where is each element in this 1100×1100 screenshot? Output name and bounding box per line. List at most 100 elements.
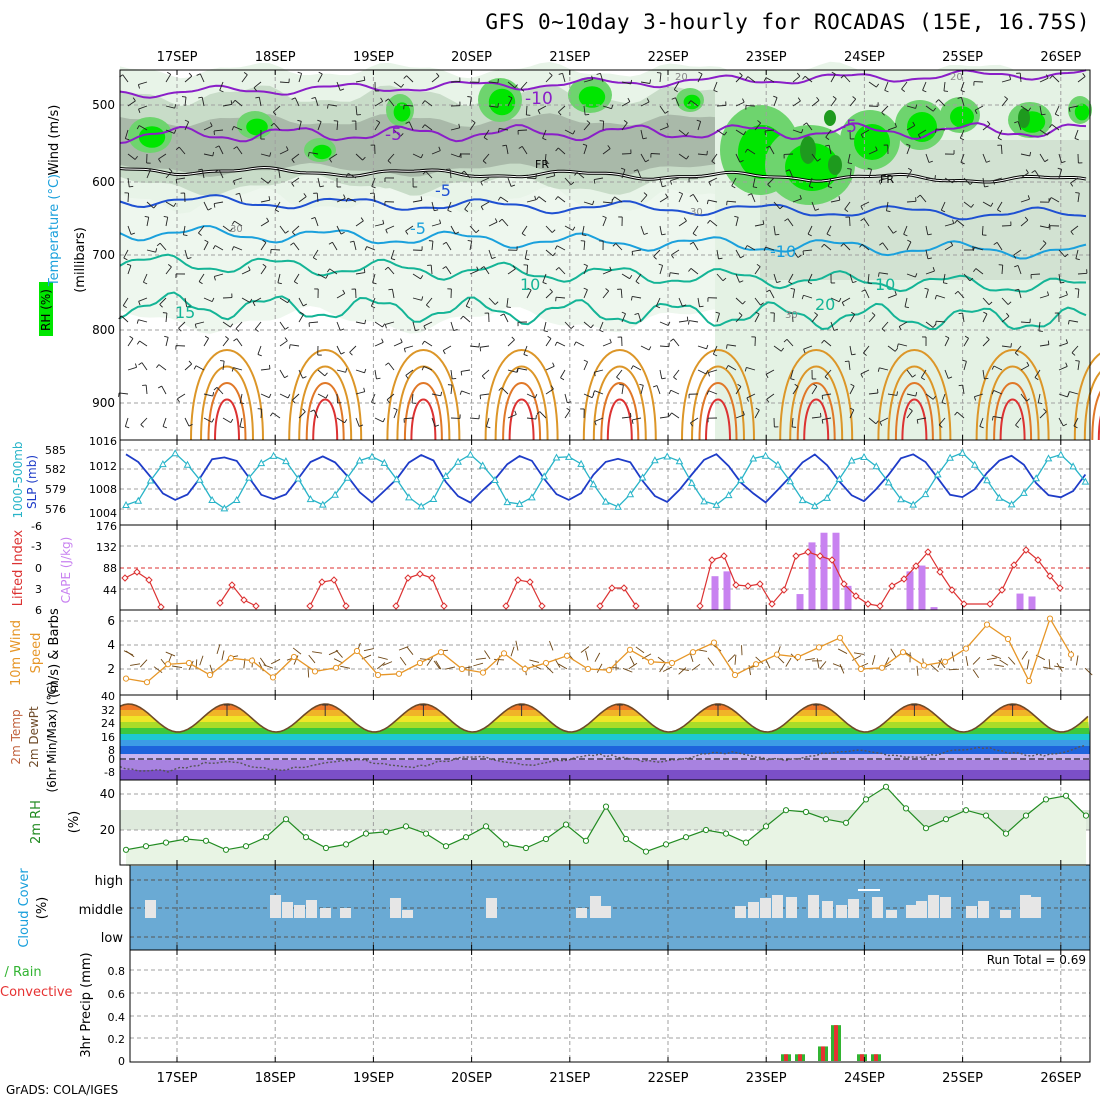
wind-barb: [195, 365, 205, 371]
wind-barb-flag: [233, 180, 236, 185]
wind-barb: [904, 297, 908, 307]
rh2m-point: [722, 830, 730, 837]
thickness-point: [614, 502, 622, 510]
rh-blob-dark: [800, 136, 816, 164]
wind-barb-flag: [739, 280, 744, 283]
wind-barb: [138, 319, 148, 323]
wind-barb-flag: [738, 312, 743, 316]
contour-temp-loop: [894, 382, 934, 441]
wind-barb-flag: [138, 362, 143, 366]
wind-barb-flag: [1014, 288, 1019, 291]
wind-barb-flag: [901, 88, 906, 92]
wind-barb-flag: [609, 266, 612, 271]
li-point: [998, 586, 1006, 594]
wind-barb: [488, 105, 498, 108]
wind-barb-flag: [178, 327, 182, 332]
date-label-bottom: 23SEP: [746, 1071, 787, 1086]
wind-barb-flag: [364, 246, 368, 251]
wind-barb: [982, 297, 990, 305]
wind-barb-flag: [372, 282, 377, 285]
wind-barb: [234, 220, 243, 227]
wind-barb-flag: [183, 234, 188, 237]
wind-barb-flag: [158, 158, 162, 163]
wind-barb-flag: [299, 311, 304, 315]
wind-barb: [620, 288, 623, 299]
wind-barb: [600, 73, 604, 83]
wind-barb: [298, 196, 307, 203]
wind-barb-flag: [894, 347, 899, 352]
wind-barb: [138, 297, 148, 302]
wind-barb-flag: [699, 305, 704, 308]
rh2m-point: [662, 841, 670, 848]
thickness-point: [626, 490, 635, 498]
wind-barb: [602, 342, 612, 347]
wind-barb-flag: [156, 242, 161, 247]
thick-left-tick: 582: [45, 463, 66, 476]
wind-barb-flag: [790, 287, 795, 290]
wind-barb: [218, 169, 224, 179]
wind-barb-flag: [582, 234, 587, 237]
wind-barb-flag: [1024, 216, 1029, 221]
contour-temp-loop: [200, 365, 254, 441]
wind-barb: [445, 242, 452, 251]
wind-barb-flag: [284, 375, 289, 379]
wind-barb-flag: [757, 120, 761, 124]
rh2m-point: [482, 823, 490, 830]
wind-barb-flag: [903, 233, 908, 237]
wind-barb: [944, 244, 953, 251]
wind-barb: [936, 128, 946, 131]
wind-barb: [254, 321, 262, 330]
wind-barb: [222, 361, 225, 371]
wind-barb: [431, 393, 441, 397]
wind-barb: [716, 313, 720, 323]
wind-barb-flag: [765, 289, 770, 293]
wind-barb-flag: [438, 146, 441, 151]
wind-barb: [393, 81, 402, 88]
wind-barb-flag: [311, 217, 316, 220]
wind-barb: [405, 369, 414, 376]
wind-barb: [447, 201, 452, 211]
wind-barb: [123, 249, 129, 259]
li-tick: 3: [35, 583, 42, 596]
wind-barb: [336, 369, 346, 373]
contour-temp-loop: [600, 382, 640, 441]
wind-barb-flag: [1067, 320, 1070, 325]
wind10-barb: [852, 655, 862, 661]
wind-barb: [239, 417, 243, 427]
wind-barb-flag: [635, 281, 640, 285]
wind-barb-flag: [678, 191, 683, 195]
wind-barb-flag: [763, 246, 766, 252]
wind-barb: [811, 386, 818, 395]
thickness-point: [282, 457, 290, 465]
wind-barb: [583, 105, 586, 115]
wind-barb: [431, 75, 440, 83]
wind-barb-flag: [861, 289, 866, 292]
cape-bar: [1028, 596, 1036, 610]
wind-barb-flag: [796, 72, 801, 77]
wind10-point: [794, 653, 802, 661]
wind-barb-flag: [175, 146, 180, 151]
wind-barb: [1058, 169, 1063, 179]
wind-barb: [823, 339, 832, 347]
wind-barb: [279, 321, 286, 330]
wind-barb-flag: [167, 264, 172, 268]
wind-barb-flag: [620, 167, 626, 170]
thickness-point: [146, 476, 155, 484]
li-point: [216, 599, 224, 607]
wind-barb-flag: [480, 266, 485, 270]
wind-barb-flag: [596, 72, 601, 75]
wind-barb: [1039, 153, 1046, 162]
thickness-point: [245, 473, 253, 481]
wind-barb: [390, 249, 395, 259]
date-label-bottom: 18SEP: [255, 1071, 296, 1086]
wind-barb: [424, 340, 433, 347]
wind-barb: [849, 409, 855, 419]
wind10-point: [248, 657, 256, 664]
wind10-barb: [755, 656, 764, 665]
wind-barb-flag: [159, 304, 163, 308]
wind-barb-flag: [342, 289, 346, 294]
wind-barb-flag: [173, 202, 177, 207]
wind-barb: [807, 273, 813, 283]
wind-barb-flag: [345, 368, 348, 373]
wind-barb-flag: [826, 233, 831, 237]
